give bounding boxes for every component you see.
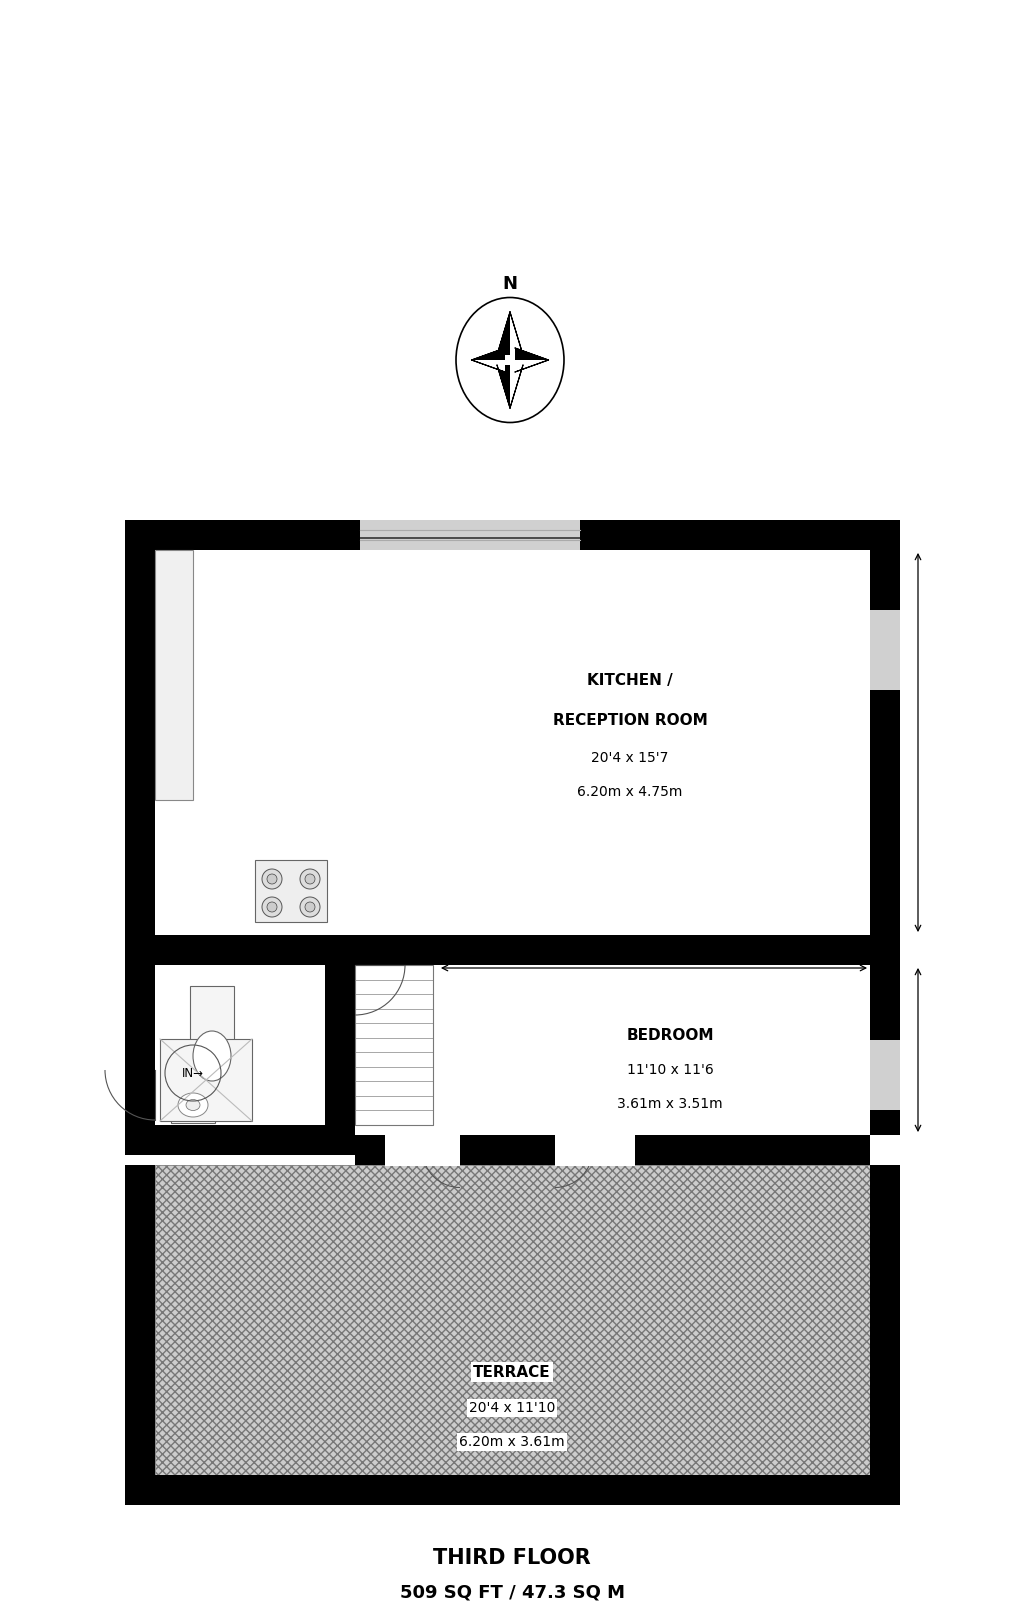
Bar <box>869 950 899 1135</box>
Polygon shape <box>515 348 548 361</box>
Bar <box>355 1135 869 1166</box>
Circle shape <box>305 874 315 884</box>
Text: 20'4 x 15'7: 20'4 x 15'7 <box>591 750 668 765</box>
Text: 509 SQ FT / 47.3 SQ M: 509 SQ FT / 47.3 SQ M <box>399 1583 624 1600</box>
Bar <box>171 1087 215 1124</box>
Ellipse shape <box>193 1030 230 1080</box>
Circle shape <box>305 902 315 911</box>
Text: BEDROOM: BEDROOM <box>626 1027 713 1043</box>
Text: RECEPTION ROOM: RECEPTION ROOM <box>552 713 707 728</box>
Text: 6.20m x 4.75m: 6.20m x 4.75m <box>577 786 682 799</box>
Bar <box>869 1166 899 1505</box>
Polygon shape <box>515 348 548 372</box>
Text: 3.61m x 3.51m: 3.61m x 3.51m <box>616 1096 722 1111</box>
Circle shape <box>300 897 320 918</box>
Text: THIRD FLOOR: THIRD FLOOR <box>433 1547 590 1568</box>
Bar <box>125 1166 155 1505</box>
Polygon shape <box>515 361 548 372</box>
Bar <box>155 1166 869 1475</box>
Bar <box>190 985 233 1043</box>
Ellipse shape <box>178 1093 208 1117</box>
Ellipse shape <box>455 298 564 422</box>
Circle shape <box>262 869 281 889</box>
Ellipse shape <box>185 1100 200 1111</box>
Text: KITCHEN /: KITCHEN / <box>587 673 673 687</box>
Bar <box>360 520 580 551</box>
Text: 11'10 x 11'6: 11'10 x 11'6 <box>626 1063 712 1077</box>
Polygon shape <box>510 365 523 407</box>
Bar <box>355 935 869 964</box>
Circle shape <box>262 897 281 918</box>
Polygon shape <box>510 312 523 354</box>
Polygon shape <box>496 312 510 354</box>
Circle shape <box>267 902 277 911</box>
Text: 20'4 x 11'10: 20'4 x 11'10 <box>469 1401 554 1415</box>
Bar <box>869 520 899 950</box>
Bar <box>125 520 155 1154</box>
Bar <box>355 964 433 1125</box>
Bar <box>155 935 325 964</box>
Circle shape <box>267 874 277 884</box>
Text: IN→: IN→ <box>181 1066 204 1079</box>
Polygon shape <box>496 365 510 407</box>
Bar <box>125 1475 899 1505</box>
Bar <box>554 1133 635 1166</box>
Bar <box>160 1038 252 1121</box>
Bar <box>125 1125 355 1154</box>
Bar <box>125 520 899 551</box>
Polygon shape <box>471 348 504 361</box>
Bar <box>869 610 899 691</box>
Bar <box>869 1040 899 1109</box>
Bar <box>155 1166 869 1475</box>
Text: 6.20m x 3.61m: 6.20m x 3.61m <box>459 1435 565 1449</box>
Bar <box>155 551 193 800</box>
Polygon shape <box>515 348 548 372</box>
Polygon shape <box>471 361 504 372</box>
Bar <box>255 860 327 923</box>
Text: N: N <box>502 275 517 293</box>
Bar <box>384 1133 460 1166</box>
Bar <box>325 935 355 1154</box>
Circle shape <box>300 869 320 889</box>
Text: TERRACE: TERRACE <box>473 1365 550 1380</box>
